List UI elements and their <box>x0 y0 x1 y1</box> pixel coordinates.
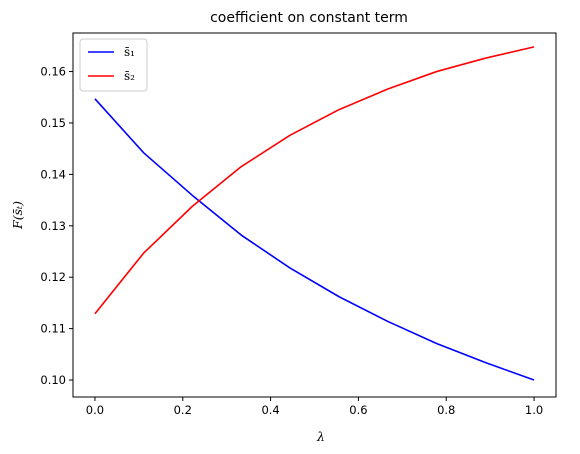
y-tick-label: 0.15 <box>40 116 66 130</box>
x-axis-label: λ <box>316 429 325 444</box>
series-line-s1 <box>94 98 535 381</box>
y-tick-label: 0.12 <box>40 270 66 284</box>
x-axis: 0.0 0.2 0.4 0.6 0.8 1.0 <box>86 397 543 417</box>
legend-label-s2: s̄₂ <box>124 69 135 83</box>
y-axis: 0.10 0.11 0.12 0.13 0.14 0.15 0.16 <box>40 65 73 387</box>
y-tick-label: 0.16 <box>40 65 66 79</box>
series-line-s2 <box>94 46 535 315</box>
x-tick-label: 0.4 <box>261 403 279 417</box>
legend-box <box>79 38 148 92</box>
x-tick-label: 0.0 <box>86 403 104 417</box>
y-tick-label: 0.14 <box>40 167 66 181</box>
x-tick-label: 0.8 <box>437 403 455 417</box>
chart-title: coefficient on constant term <box>210 10 408 26</box>
series-layer <box>94 46 535 381</box>
y-tick-label: 0.10 <box>40 373 66 387</box>
y-tick-label: 0.13 <box>40 219 66 233</box>
y-axis-label: F(s̄ₜ) <box>10 201 25 230</box>
legend-label-s1: s̄₁ <box>124 45 135 59</box>
legend: s̄₁ s̄₂ <box>79 38 148 92</box>
x-tick-label: 0.6 <box>349 403 367 417</box>
x-tick-label: 1.0 <box>525 403 543 417</box>
y-tick-label: 0.11 <box>40 322 66 336</box>
x-tick-label: 0.2 <box>174 403 192 417</box>
plot-frame <box>72 32 557 398</box>
